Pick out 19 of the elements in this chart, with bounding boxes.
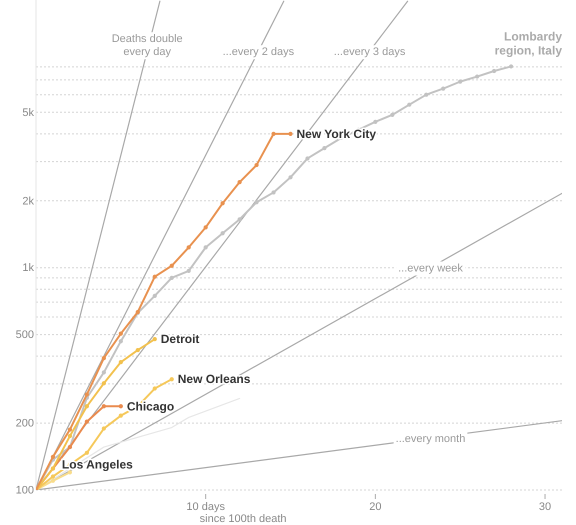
x-axis-title: since 100th death (200, 513, 287, 525)
y-tick-label: 5k (22, 106, 34, 119)
x-tick-label: 30 (538, 500, 552, 513)
y-tick-label: 2k (22, 195, 34, 208)
series-label: New York City (296, 126, 376, 141)
series-label: Lombardy region, Italy (494, 29, 562, 58)
y-tick-label: 500 (16, 329, 34, 342)
x-tick-label: 20 (369, 500, 382, 513)
series-label: ...every 2 days (222, 46, 295, 58)
series-label: Detroit (160, 332, 200, 346)
series-label: Deaths double every day (112, 33, 183, 58)
y-tick-label: 100 (16, 484, 34, 497)
series-label: ...every week (398, 262, 464, 274)
series-label: ...every 3 days (334, 46, 406, 58)
y-tick-label: 1k (22, 262, 34, 274)
x-tick-label: 10 days (186, 500, 226, 513)
series-label: New Orleans (178, 372, 251, 386)
y-tick-label: 200 (16, 418, 34, 430)
series-label: ...every month (396, 433, 466, 446)
